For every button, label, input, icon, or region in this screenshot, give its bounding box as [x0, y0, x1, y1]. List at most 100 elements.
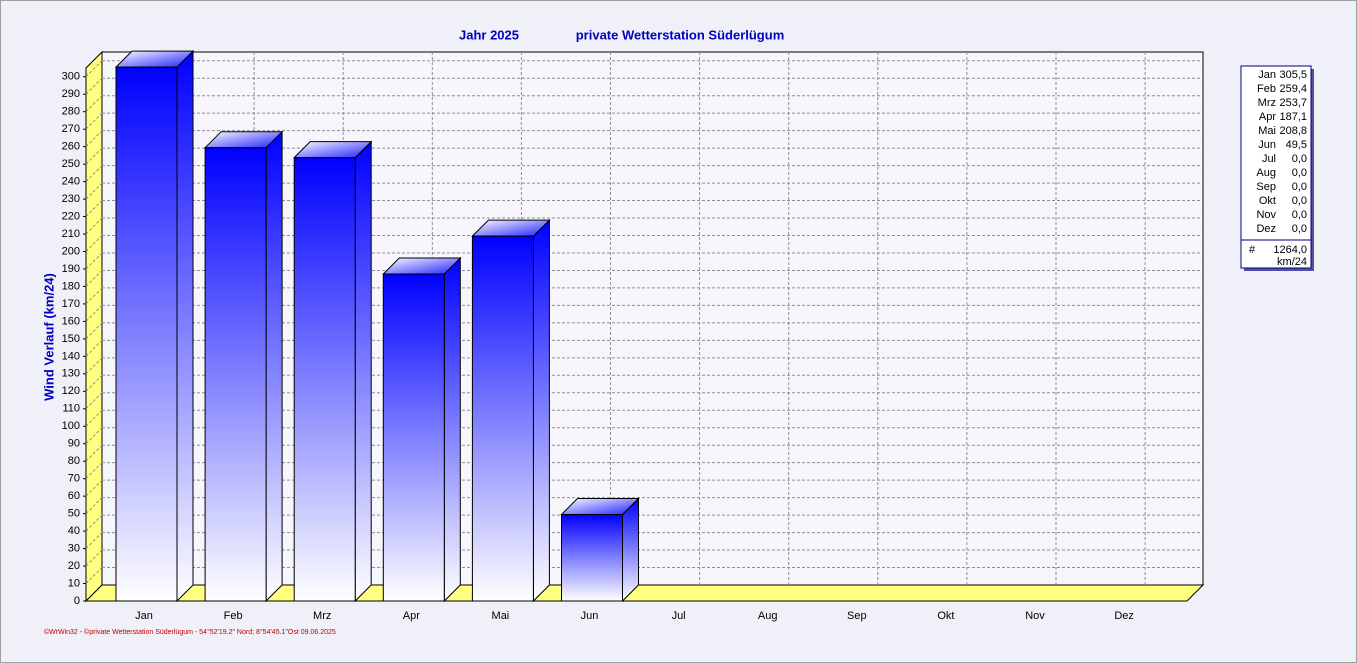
grid-line [85, 95, 103, 113]
table-box [1240, 65, 1312, 269]
table-month: Mai [1258, 125, 1276, 137]
grid-line [85, 374, 103, 392]
table-month: Jul [1262, 153, 1276, 165]
x-tick-label: Nov [1025, 610, 1045, 622]
bar [115, 66, 178, 602]
y-tick-label: 210 [62, 228, 80, 240]
grid-line [85, 322, 103, 340]
x-tick-label: Okt [937, 610, 954, 622]
y-tick-label: 150 [62, 333, 80, 345]
x-tick-label: Jun [581, 610, 599, 622]
left-wall [85, 50, 103, 603]
grid-line [85, 357, 103, 375]
table-value: 253,7 [1279, 97, 1307, 109]
table-value: 0,0 [1292, 153, 1307, 165]
y-tick-label: 40 [68, 525, 80, 537]
grid-line [85, 444, 103, 462]
y-tick-label: 130 [62, 368, 80, 380]
table-month: Mrz [1258, 97, 1276, 109]
total-value: 1264,0 [1273, 244, 1307, 256]
table-value: 0,0 [1292, 195, 1307, 207]
grid-line [85, 514, 103, 532]
grid-line [85, 567, 103, 584]
y-tick-label: 80 [68, 455, 80, 467]
y-tick-label: 240 [62, 175, 80, 187]
y-tick-label: 170 [62, 298, 80, 310]
table-month: Feb [1257, 83, 1276, 95]
y-axis-label: Wind Verlauf (km/24) [41, 273, 56, 401]
bar-side [265, 130, 283, 603]
grid-line [85, 497, 103, 514]
table-value: 305,5 [1279, 69, 1307, 81]
y-tick-label: 290 [62, 88, 80, 100]
grid-line [85, 270, 103, 287]
y-tick-label: 70 [68, 473, 80, 485]
y-tick-label: 100 [62, 420, 80, 432]
chart-subtitle: private Wetterstation Süderlügum [576, 27, 785, 42]
table-value: 0,0 [1292, 209, 1307, 221]
bar-side [354, 140, 372, 603]
grid-line [85, 287, 103, 305]
grid-line [85, 252, 103, 270]
table-value: 187,1 [1279, 111, 1307, 123]
y-tick-label: 220 [62, 210, 80, 222]
bar-side [532, 218, 550, 603]
x-tick-label: Aug [758, 610, 778, 622]
bar [204, 147, 267, 602]
y-tick-label: 260 [62, 141, 80, 153]
y-tick-label: 30 [68, 542, 80, 554]
x-tick-label: Sep [847, 610, 867, 622]
x-tick-label: Jul [672, 610, 686, 622]
table-value: 208,8 [1279, 125, 1307, 137]
y-tick-label: 190 [62, 263, 80, 275]
grid-line [85, 165, 103, 182]
grid-line [85, 339, 103, 357]
y-tick-label: 270 [62, 123, 80, 135]
grid-line [85, 235, 103, 252]
y-tick-label: 90 [68, 438, 80, 450]
x-tick-label: Mrz [313, 610, 331, 622]
table-month: Nov [1256, 209, 1276, 221]
y-tick-label: 120 [62, 385, 80, 397]
grid-line [85, 392, 103, 410]
y-tick-label: 250 [62, 158, 80, 170]
table-month: Jan [1258, 69, 1276, 81]
grid-line [85, 305, 103, 322]
y-tick-label: 50 [68, 508, 80, 520]
bar [382, 273, 445, 602]
bar-side [443, 256, 461, 603]
x-tick-label: Apr [403, 610, 420, 622]
grid-line [85, 409, 103, 427]
table-value: 259,4 [1279, 83, 1307, 95]
y-tick-label: 200 [62, 245, 80, 257]
bar [561, 513, 623, 602]
y-tick-label: 10 [68, 577, 80, 589]
table-value: 0,0 [1292, 167, 1307, 179]
x-tick-label: Dez [1114, 610, 1134, 622]
grid-line [85, 462, 103, 480]
table-month: Aug [1256, 167, 1276, 179]
x-tick-label: Jan [135, 610, 153, 622]
bar [293, 157, 356, 602]
back-wall [101, 51, 1204, 586]
x-tick-label: Feb [224, 610, 243, 622]
footer: ©WrWin32 - ©private Wetterstation Süderl… [44, 628, 336, 636]
bar [471, 235, 534, 602]
table-month: Jun [1258, 139, 1276, 151]
table-value: 49,5 [1286, 139, 1307, 151]
grid-line [85, 147, 103, 165]
grid-line [85, 427, 103, 445]
bar-side [622, 497, 639, 603]
y-tick-label: 300 [62, 71, 80, 83]
table-month: Okt [1259, 195, 1276, 207]
chart-title: Jahr 2025 [459, 27, 519, 42]
y-tick-label: 180 [62, 280, 80, 292]
y-tick-label: 160 [62, 315, 80, 327]
grid-line [85, 532, 103, 549]
y-tick-label: 230 [62, 193, 80, 205]
table-month: Dez [1256, 223, 1276, 235]
y-tick-label: 110 [62, 403, 80, 415]
grid-line [85, 182, 103, 200]
x-tick-label: Mai [492, 610, 510, 622]
